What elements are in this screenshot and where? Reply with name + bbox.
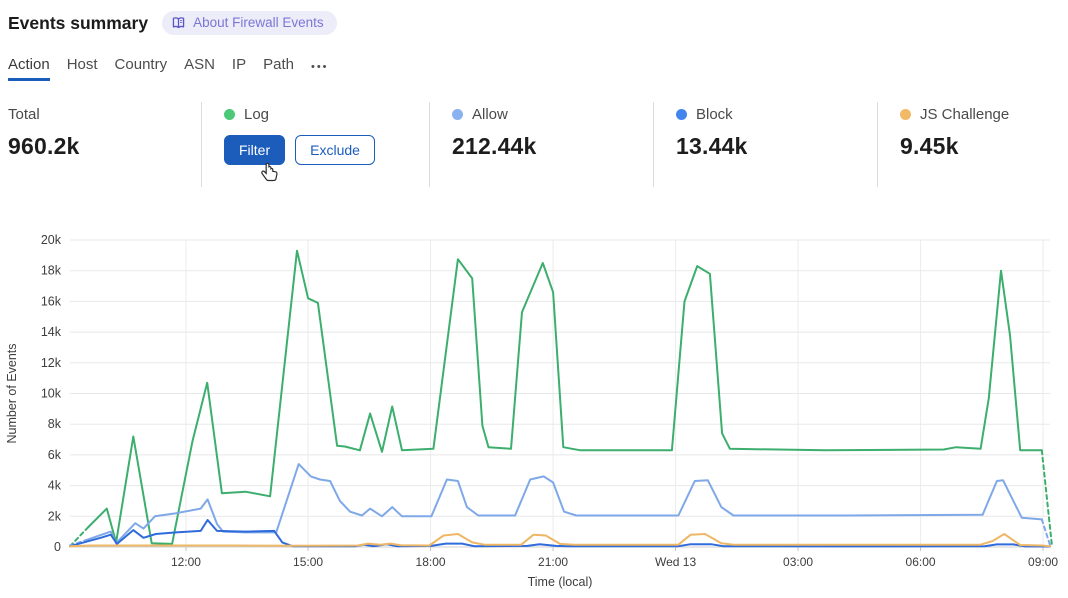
y-tick-label: 12k: [41, 356, 62, 370]
tab-asn[interactable]: ASN: [184, 56, 215, 73]
tab-path[interactable]: Path: [263, 56, 294, 73]
events-chart: 12:00 15:00 18:00 21:00 Wed 13 03:00 06:00 09:0…: [0, 228, 1068, 598]
block-legend-dot: [676, 108, 687, 120]
x-tick-label: Wed 13: [655, 555, 696, 569]
x-tick-label: 12:00: [171, 555, 201, 569]
x-tick-label: 03:00: [783, 555, 813, 569]
stat-card-block[interactable]: Block 13.44k: [653, 102, 877, 187]
y-axis-title: Number of Events: [5, 343, 19, 443]
series-dash-head-log: [69, 526, 90, 548]
tabs-more-button[interactable]: •••: [310, 61, 329, 73]
stat-value-allow: 212.44k: [452, 133, 537, 159]
y-tick-label: 4k: [48, 479, 62, 493]
y-tick-label: 10k: [41, 387, 62, 401]
exclude-button[interactable]: Exclude: [295, 135, 375, 165]
page-title: Events summary: [8, 12, 149, 33]
y-tick-label: 0: [54, 540, 61, 554]
x-tick-label: 18:00: [416, 555, 446, 569]
js-challenge-legend-dot: [900, 108, 911, 120]
y-tick-label: 14k: [41, 325, 62, 339]
tab-host[interactable]: Host: [66, 56, 98, 73]
y-tick-label: 18k: [41, 264, 62, 278]
stat-label-js-challenge: JS Challenge: [920, 105, 1010, 123]
stats-row: Total 960.2k Log Filter Exclude Allow: [0, 102, 1068, 187]
stat-value-block: 13.44k: [676, 133, 748, 159]
x-tick-label: 21:00: [538, 555, 568, 569]
book-icon: [171, 16, 186, 30]
allow-legend-dot: [452, 108, 463, 120]
tab-ip[interactable]: IP: [231, 56, 247, 73]
about-firewall-events-badge[interactable]: About Firewall Events: [162, 11, 337, 35]
tab-action[interactable]: Action: [8, 56, 50, 81]
y-tick-label: 16k: [41, 294, 62, 308]
log-legend-dot: [224, 108, 235, 120]
x-axis-title: Time (local): [528, 575, 593, 589]
x-tick-label: 15:00: [293, 555, 323, 569]
x-tick-label: 09:00: [1028, 555, 1058, 569]
stat-card-total: Total 960.2k: [0, 102, 201, 187]
stat-label-log: Log: [244, 105, 270, 123]
y-tick-label: 6k: [48, 448, 62, 462]
tab-bar: Action Host Country ASN IP Path •••: [8, 56, 1068, 81]
filter-button[interactable]: Filter: [224, 135, 286, 165]
stat-card-js-challenge[interactable]: JS Challenge 9.45k: [877, 102, 1068, 187]
header: Events summary About Firewall Events: [0, 0, 1068, 36]
stat-card-allow[interactable]: Allow 212.44k: [429, 102, 653, 187]
stat-label-total: Total: [8, 105, 40, 123]
stat-label-allow: Allow: [472, 105, 508, 123]
y-tick-label: 2k: [48, 509, 62, 523]
stat-label-block: Block: [696, 105, 733, 123]
chart-canvas[interactable]: 12:00 15:00 18:00 21:00 Wed 13 03:00 06:00 09:0…: [0, 228, 1068, 598]
about-badge-label: About Firewall Events: [193, 15, 324, 30]
stat-value-total: 960.2k: [8, 133, 80, 159]
x-tick-label: 06:00: [906, 555, 936, 569]
series-line-block: [69, 519, 1051, 548]
y-tick-label: 8k: [48, 417, 62, 431]
stat-value-js-challenge: 9.45k: [900, 133, 959, 159]
series-line-allow: [87, 463, 1043, 545]
series-line-log: [87, 249, 1043, 545]
series-dash-tail-allow: [1040, 518, 1051, 546]
tab-country[interactable]: Country: [114, 56, 168, 73]
stat-card-log[interactable]: Log Filter Exclude: [201, 102, 429, 187]
y-tick-label: 20k: [41, 233, 62, 247]
series-line-js-challenge: [69, 533, 1051, 548]
mouse-cursor-hand-icon: [258, 162, 280, 192]
series-dash-tail-log: [1040, 449, 1053, 548]
